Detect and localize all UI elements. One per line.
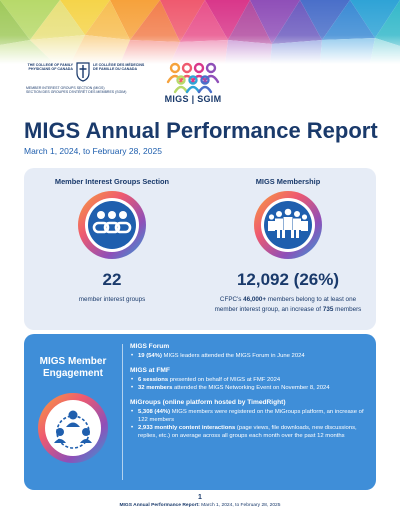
network-people-icon <box>38 393 108 463</box>
list-item: 6 sessions presented on behalf of MIGS a… <box>130 376 370 384</box>
engagement-panel: MIGS Member Engagement <box>24 334 376 490</box>
engagement-divider <box>122 344 123 480</box>
page-title: MIGS Annual Performance Report <box>24 118 378 143</box>
membership-heading: MIGS Membership <box>255 177 321 186</box>
migroups-interactions: 2,933 monthly content interactions <box>138 425 236 431</box>
cfpc-section-fr: SECTION DES GROUPES D'INTÉRÊT DES MEMBRE… <box>26 90 127 95</box>
membership-stat: MIGS Membership <box>200 168 376 330</box>
engagement-details: MIGS Forum 19 (54%) MIGS leaders attende… <box>130 342 370 440</box>
people-links-icon <box>78 191 146 259</box>
groups-stat: Member Interest Groups Section <box>24 168 200 330</box>
migroups-registered: 5,308 (44%) <box>138 409 171 415</box>
page-number: 1 <box>198 494 202 501</box>
list-item: 19 (54%) MIGS leaders attended the MIGS … <box>130 352 370 360</box>
list-item-text: (page views, file downloads, new discuss… <box>138 425 357 439</box>
cfpc-crest-icon <box>76 62 90 82</box>
list-item-text: attended the MIGS Networking Event on No… <box>172 385 330 391</box>
cfpc-name-fr: LE COLLÈGE DES MÉDECINS DE FAMILLE DU CA… <box>93 63 145 72</box>
header-banner <box>0 0 400 64</box>
membership-desc: CFPC's 46,000+ members belong to at leas… <box>200 295 376 314</box>
forum-list: 19 (54%) MIGS leaders attended the MIGS … <box>130 352 370 360</box>
fmf-sessions: 6 sessions <box>138 377 169 383</box>
list-item-text: MIGS leaders attended the MIGS Forum in … <box>161 353 305 359</box>
list-item-text: MIGS members were registered on the MiGr… <box>138 409 364 423</box>
cfpc-section-en: MEMBER INTEREST GROUPS SECTION (MIGS) <box>26 86 105 90</box>
cfpc-section-names: MEMBER INTEREST GROUPS SECTION (MIGS) SE… <box>26 86 146 95</box>
membership-desc-text: CFPC's <box>219 296 244 303</box>
list-item: 2,933 monthly content interactions (page… <box>130 424 370 440</box>
stats-panel: Member Interest Groups Section <box>24 168 376 330</box>
engagement-header: MIGS Member Engagement <box>24 334 122 490</box>
footer-caption: MIGS Annual Performance Report: March 1,… <box>0 503 400 508</box>
membership-desc-text: members <box>333 305 362 313</box>
forum-title: MIGS Forum <box>130 343 170 350</box>
report-date-range: March 1, 2024, to February 28, 2025 <box>24 146 162 156</box>
groups-heading: Member Interest Groups Section <box>54 177 170 186</box>
cfpc-logo: THE COLLEGE OF FAMILY PHYSICIANS OF CANA… <box>26 62 144 102</box>
fmf-title: MIGS at FMF <box>130 367 170 374</box>
membership-value: 12,092 (26%) <box>236 270 340 289</box>
fmf-attendees: 32 members <box>138 385 173 391</box>
fmf-list: 6 sessions presented on behalf of MIGS a… <box>130 376 370 392</box>
cfpc-name-en: THE COLLEGE OF FAMILY PHYSICIANS OF CANA… <box>27 63 73 72</box>
groups-desc: member interest groups <box>78 296 146 303</box>
footer-report-name: MIGS Annual Performance Report: <box>119 503 200 508</box>
membership-increase: 735 <box>322 305 334 313</box>
migroups-list: 5,308 (44%) MIGS members were registered… <box>130 408 370 440</box>
forum-attendance: 19 (54%) <box>138 353 162 359</box>
list-item: 5,308 (44%) MIGS members were registered… <box>130 408 370 424</box>
list-item-text: presented on behalf of MIGS at FMF 2024 <box>168 377 281 383</box>
migs-logo: MIGS | SGIM <box>158 58 228 106</box>
membership-desc-text: members belong to at least one member in… <box>214 296 357 313</box>
crowd-icon <box>254 191 322 259</box>
membership-count: 46,000+ <box>243 296 267 303</box>
list-item: 32 members attended the MIGS Networking … <box>130 384 370 392</box>
groups-value: 22 <box>102 270 122 289</box>
migs-people-icon <box>166 62 220 94</box>
footer-date-range: March 1, 2024, to February 28, 2025 <box>199 503 281 508</box>
migs-logo-text: MIGS | SGIM <box>164 94 222 104</box>
migroups-title: MiGroups (online platform hosted by Time… <box>130 399 286 406</box>
engagement-title: MIGS Member Engagement <box>39 356 107 379</box>
